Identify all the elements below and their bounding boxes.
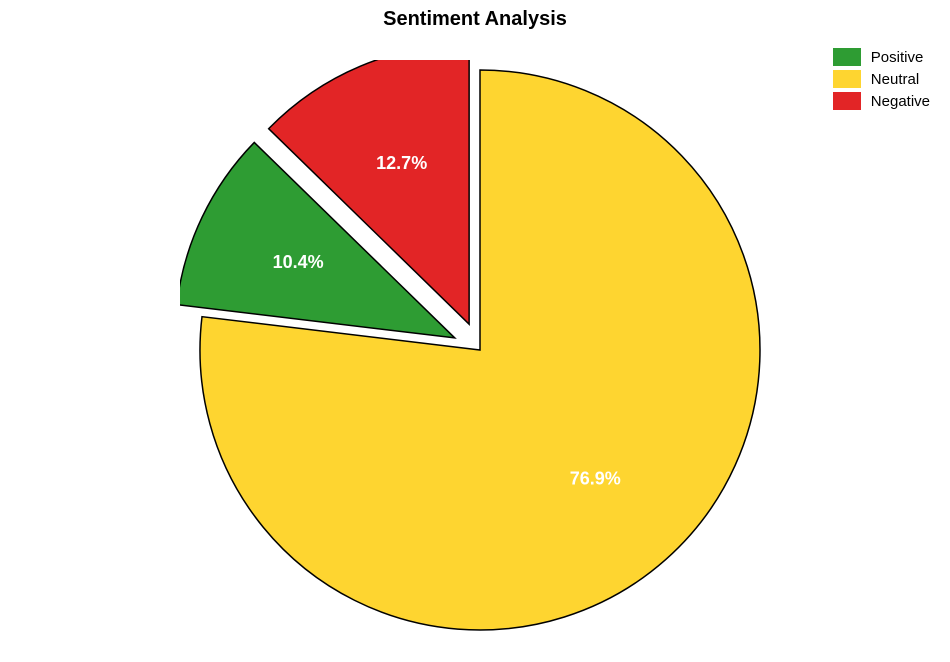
legend: Positive Neutral Negative xyxy=(833,48,930,114)
legend-item-positive: Positive xyxy=(833,48,930,66)
legend-label-positive: Positive xyxy=(871,49,924,66)
pie-label-neutral: 76.9% xyxy=(570,469,621,489)
legend-label-neutral: Neutral xyxy=(871,71,919,88)
legend-item-negative: Negative xyxy=(833,92,930,110)
pie-label-negative: 12.7% xyxy=(376,153,427,173)
legend-label-negative: Negative xyxy=(871,93,930,110)
pie-label-positive: 10.4% xyxy=(273,252,324,272)
chart-title: Sentiment Analysis xyxy=(0,8,950,31)
legend-swatch-positive xyxy=(833,48,861,66)
sentiment-pie-chart: Sentiment Analysis 76.9% 10.4% 12.7% Posit… xyxy=(0,0,950,662)
legend-swatch-negative xyxy=(833,92,861,110)
legend-item-neutral: Neutral xyxy=(833,70,930,88)
pie-svg: 76.9% 10.4% 12.7% xyxy=(180,60,780,660)
pie-slice-neutral xyxy=(200,70,760,630)
legend-swatch-neutral xyxy=(833,70,861,88)
